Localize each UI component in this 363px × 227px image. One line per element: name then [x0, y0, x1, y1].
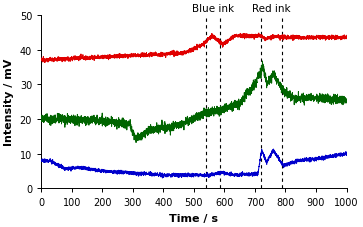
Text: Red ink: Red ink — [252, 4, 291, 14]
X-axis label: Time / s: Time / s — [170, 213, 219, 223]
Text: Blue ink: Blue ink — [192, 4, 234, 14]
Y-axis label: Intensity / mV: Intensity / mV — [4, 59, 14, 146]
